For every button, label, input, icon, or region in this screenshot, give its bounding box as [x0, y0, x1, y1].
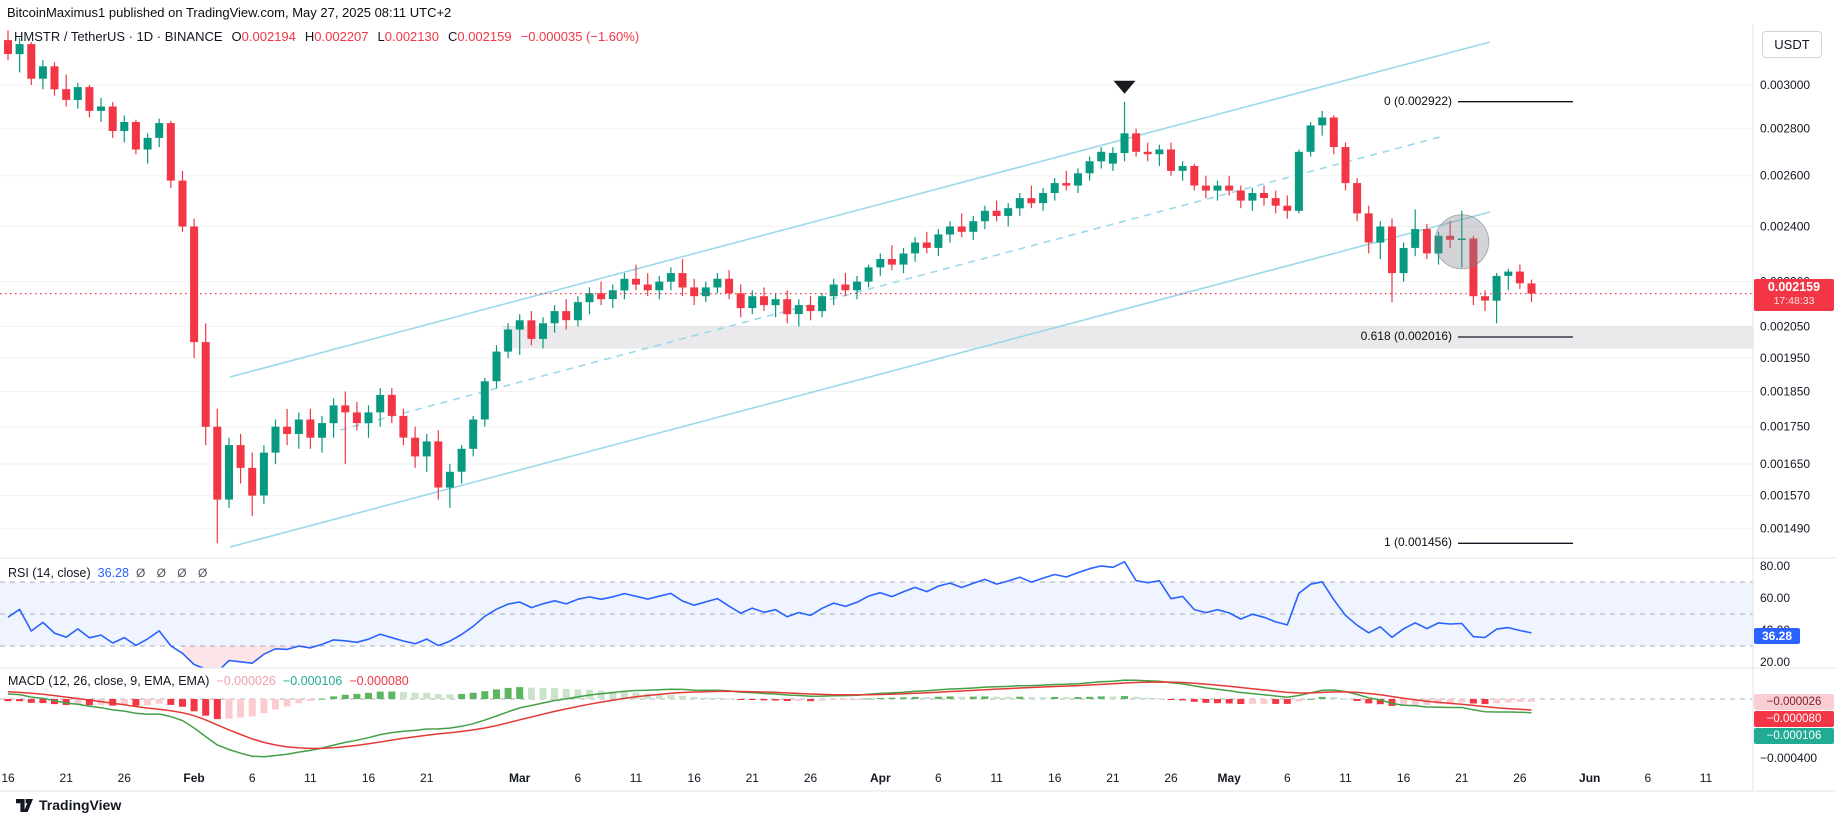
time-axis-label: 11 [1700, 771, 1713, 785]
symbol-legend[interactable]: HMSTR / TetherUS · 1D · BINANCE O0.00219… [14, 29, 639, 44]
current-price-badge: 0.002159 17:48:33 [1754, 279, 1834, 311]
time-axis-label: 6 [935, 771, 942, 785]
candle-bodies [4, 40, 1536, 500]
time-axis-label: 11 [1339, 771, 1352, 785]
price-axis-label: 0.002400 [1760, 220, 1810, 234]
channel-line[interactable] [339, 136, 1441, 431]
time-axis-label: 6 [249, 771, 256, 785]
time-axis-label: Feb [183, 771, 204, 785]
time-axis-label: Jun [1579, 771, 1600, 785]
fib-level-1-label[interactable]: 1 (0.001456) [1383, 535, 1452, 549]
symbol-title: HMSTR / TetherUS · 1D · BINANCE [14, 29, 223, 44]
arrow-down-marker[interactable] [1113, 80, 1136, 94]
macd-axis-low-label: −0.000400 [1760, 751, 1817, 765]
macd-pane[interactable] [0, 679, 1753, 758]
time-axis-label: 11 [990, 771, 1003, 785]
time-axis-label: 21 [1106, 771, 1120, 785]
price-axis-label: 0.001950 [1760, 351, 1810, 365]
time-axis-label: 16 [688, 771, 702, 785]
fib-level-0-label[interactable]: 0 (0.002922) [1383, 94, 1452, 108]
macd-title: MACD (12, 26, close, 9, EMA, EMA) [8, 674, 210, 688]
rsi-value: 36.28 [97, 566, 129, 580]
time-axis-label: 16 [362, 771, 376, 785]
rsi-axis-label: 60.00 [1760, 591, 1790, 605]
time-axis-label: 6 [1284, 771, 1291, 785]
ohlc-open: O0.002194 [231, 29, 296, 44]
attribution-text: BitcoinMaximus1 published on TradingView… [7, 5, 452, 20]
time-axis-label: 21 [746, 771, 760, 785]
time-axis-label: Apr [870, 771, 891, 785]
tradingview-logo[interactable]: TradingView [16, 797, 121, 813]
time-axis-label: 6 [1644, 771, 1651, 785]
time-axis-label: 11 [630, 771, 643, 785]
macd-signal-badge: −0.000080 [1754, 711, 1834, 727]
time-axis-label: Mar [509, 771, 531, 785]
rsi-oversold-fill [182, 646, 311, 668]
pane-separators [0, 25, 1835, 792]
rsi-title: RSI (14, close) [8, 566, 91, 580]
macd-line-value: −0.000106 [282, 674, 343, 688]
ohlc-low: L0.002130 [377, 29, 439, 44]
price-axis-label: 0.002800 [1760, 122, 1810, 136]
rsi-pane[interactable] [0, 560, 1753, 672]
channel-line[interactable] [229, 41, 1491, 378]
channel-line[interactable] [229, 211, 1491, 548]
time-axis-label: 26 [1164, 771, 1178, 785]
macd-signal-line [7, 681, 1532, 750]
price-axis-label: 0.002050 [1760, 319, 1810, 333]
macd-legend[interactable]: MACD (12, 26, close, 9, EMA, EMA) −0.000… [8, 674, 409, 688]
price-axis-label: 0.001570 [1760, 489, 1810, 503]
rsi-axis-label: 80.00 [1760, 559, 1790, 573]
rsi-line [7, 560, 1532, 668]
axis-labels: 0.0030000.0028000.0026000.0024000.002200… [1, 78, 1817, 785]
macd-hist-badge: −0.000026 [1754, 694, 1834, 710]
time-axis-label: 16 [1048, 771, 1062, 785]
price-axis-label: 0.002600 [1760, 169, 1810, 183]
time-axis-label: 11 [304, 771, 317, 785]
highlight-circle[interactable] [1434, 214, 1490, 270]
time-axis-label: 21 [60, 771, 74, 785]
change-value: −0.000035 (−1.60%) [520, 29, 640, 44]
price-axis-label: 0.001650 [1760, 457, 1810, 471]
macd-signal-value: −0.000080 [349, 674, 409, 688]
fib-level-lines [1458, 101, 1573, 544]
rsi-legend-icons[interactable]: Ø Ø Ø Ø [135, 566, 212, 580]
fib-zone-band [503, 326, 1753, 349]
rsi-axis-label: 20.00 [1760, 655, 1790, 669]
tradingview-logo-icon [16, 798, 33, 812]
time-axis-label: 16 [1, 771, 15, 785]
current-price-value: 0.002159 [1767, 280, 1821, 294]
macd-hist-value: −0.000026 [216, 674, 276, 688]
rsi-value-badge: 36.28 [1754, 628, 1800, 644]
price-axis-label: 0.001750 [1760, 420, 1810, 434]
price-axis-label: 0.001490 [1760, 522, 1810, 536]
price-grid [0, 84, 1753, 530]
rsi-legend[interactable]: RSI (14, close) 36.28 Ø Ø Ø Ø [8, 566, 211, 580]
currency-toggle-button[interactable]: USDT [1762, 31, 1822, 58]
price-pane[interactable] [0, 30, 1753, 548]
time-axis-label: 26 [1513, 771, 1527, 785]
time-axis-label: 6 [575, 771, 582, 785]
time-axis-label: 21 [1455, 771, 1469, 785]
time-axis-label: 16 [1397, 771, 1411, 785]
price-axis-label: 0.001850 [1760, 385, 1810, 399]
tradingview-wordmark: TradingView [39, 797, 122, 813]
fib-level-618-label[interactable]: 0.618 (0.002016) [1360, 329, 1452, 343]
ohlc-close: C0.002159 [447, 29, 512, 44]
macd-line [7, 679, 1532, 758]
price-axis-label: 0.003000 [1760, 78, 1810, 92]
time-axis-label: 21 [420, 771, 434, 785]
time-axis-label: May [1218, 771, 1242, 785]
bar-countdown: 17:48:33 [1773, 295, 1815, 307]
ohlc-high: H0.002207 [304, 29, 369, 44]
macd-histogram [4, 687, 1535, 720]
macd-line-badge: −0.000106 [1754, 728, 1834, 744]
time-axis-label: 26 [804, 771, 818, 785]
time-axis-label: 26 [118, 771, 132, 785]
